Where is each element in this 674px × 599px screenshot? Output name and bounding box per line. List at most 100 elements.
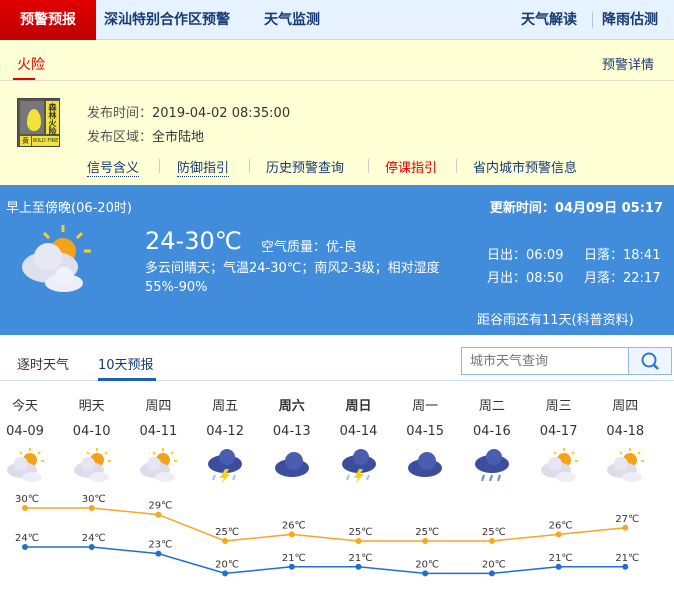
tab-hourly[interactable]: 逐时天气 [17, 358, 70, 373]
low-temp-label: 21℃ [282, 553, 306, 564]
search-icon [641, 352, 659, 370]
rain-icon [472, 447, 512, 483]
forecast-date: 04-18 [606, 424, 645, 439]
high-temp-label: 26℃ [549, 520, 573, 531]
alert-panel: 火险 预警详情 森林火险 黄 WILD FIRE 发布时间：2019-04-02… [0, 40, 674, 185]
badge-text: 森林火险 [46, 101, 59, 136]
high-temp-point [222, 538, 229, 544]
sunset: 日落：18:41 [584, 248, 661, 263]
city-search [461, 347, 672, 375]
low-temp-label: 20℃ [415, 559, 439, 570]
thunderstorm-icon [339, 447, 379, 484]
low-temp-label: 21℃ [615, 553, 639, 564]
forecast-day-label: 周五 [212, 399, 239, 414]
forecast-date: 04-09 [6, 424, 44, 439]
forecast-day-label: 周三 [545, 399, 572, 414]
partly-cloudy-icon [138, 447, 178, 483]
link-defense-guide[interactable]: 防御指引 [177, 157, 230, 177]
ten-day-forecast: 今天 04-09 明天 04-10 周四 04-11 周五 04-12 周六 04-13 周日 04-… [0, 381, 674, 599]
weather-description: 多云间晴天；气温24-30℃；南风2-3级；相对湿度55%-90% [145, 261, 440, 295]
nav-warning-forecast[interactable]: 预警预报 [0, 0, 96, 40]
temperature-range: 24-30℃ [145, 227, 242, 255]
forecast-day-label: 明天 [78, 399, 105, 414]
moonset: 月落：22:17 [584, 271, 661, 286]
badge-level: 黄 [20, 136, 31, 146]
nav-shenshan-warning[interactable]: 深汕特别合作区预警 [104, 12, 230, 28]
solar-term-link[interactable]: 距谷雨还有11天(科普资料) [477, 313, 634, 328]
high-temp-label: 27℃ [615, 514, 639, 525]
low-temp-point [422, 570, 429, 577]
low-temp-point [22, 544, 28, 550]
forecast-day-label: 周日 [345, 399, 372, 414]
air-quality: 空气质量：优-良 [261, 240, 357, 255]
low-temp-point [88, 544, 95, 550]
low-temp-point [488, 570, 495, 577]
forecast-date: 04-13 [272, 424, 311, 439]
fire-warning-badge-icon: 森林火险 黄 WILD FIRE [17, 98, 60, 147]
search-button[interactable] [628, 348, 671, 374]
forecast-day-label: 周四 [145, 399, 172, 414]
high-temp-label: 30℃ [82, 494, 106, 505]
forecast-day-label: 周四 [612, 399, 639, 414]
link-signal-meaning[interactable]: 信号含义 [87, 157, 140, 177]
high-temp-label: 25℃ [415, 527, 439, 538]
city-search-input[interactable] [470, 354, 620, 369]
high-temp-label: 25℃ [215, 527, 239, 538]
issue-time: 发布时间：2019-04-02 08:35:00 [87, 106, 291, 121]
high-temp-point [88, 505, 95, 511]
forecast-date: 04-16 [473, 424, 511, 439]
low-temp-label: 21℃ [349, 553, 373, 564]
high-temp-label: 25℃ [482, 527, 506, 538]
forecast-date: 04-10 [72, 424, 111, 439]
forecast-tabs: 逐时天气 10天预报 [0, 335, 674, 381]
low-temp-point [355, 563, 362, 570]
forecast-day-label: 周二 [478, 399, 505, 414]
low-temp-label: 20℃ [215, 559, 239, 570]
divider [0, 80, 674, 81]
low-temp-point [288, 563, 295, 570]
nav-divider [592, 12, 593, 28]
cloudy-icon [405, 447, 445, 483]
high-temp-label: 26℃ [282, 520, 306, 531]
nav-rain-estimate[interactable]: 降雨估测 [602, 12, 658, 28]
tab-fire-risk[interactable]: 火险 [17, 57, 45, 73]
partly-cloudy-icon [605, 447, 645, 483]
nav-weather-interpret[interactable]: 天气解读 [521, 12, 577, 28]
tab-underline [98, 378, 156, 381]
high-temp-point [555, 531, 562, 538]
tab-10-day[interactable]: 10天预报 [98, 358, 154, 373]
top-nav: 预警预报 深汕特别合作区预警 天气监测 天气解读 降雨估测 [0, 0, 674, 40]
cloudy-icon [272, 447, 312, 483]
sunrise: 日出：06:09 [487, 248, 564, 263]
link-history[interactable]: 历史预警查询 [266, 161, 345, 176]
partly-cloudy-icon [72, 447, 112, 483]
forecast-date: 04-14 [339, 424, 378, 439]
high-temp-point [155, 511, 162, 518]
nav-weather-monitor[interactable]: 天气监测 [264, 12, 320, 28]
low-temp-label: 24℃ [15, 533, 39, 544]
high-temp-point [422, 538, 429, 544]
high-temp-point [355, 538, 362, 544]
low-temp-line [25, 546, 626, 575]
low-temp-label: 24℃ [82, 533, 106, 544]
period: 早上至傍晚(06-20时) [6, 201, 132, 216]
high-temp-label: 25℃ [349, 527, 373, 538]
forecast-day-label: 今天 [11, 399, 38, 414]
moonrise: 月出：08:50 [487, 271, 564, 286]
low-temp-label: 20℃ [482, 559, 506, 570]
link-class-suspension[interactable]: 停课指引 [385, 161, 438, 176]
forecast-date: 04-17 [539, 424, 578, 439]
forecast-day-label: 周一 [412, 399, 439, 414]
alert-detail-link[interactable]: 预警详情 [601, 58, 654, 73]
high-temp-point [288, 531, 295, 538]
high-temp-point [22, 505, 28, 511]
tab-underline [13, 78, 35, 80]
link-province-warnings[interactable]: 省内城市预警信息 [473, 161, 578, 176]
high-temp-point [622, 524, 629, 531]
badge-english: WILD FIRE [32, 136, 59, 146]
issue-area: 发布区域：全市陆地 [87, 130, 205, 145]
update-time: 更新时间：04月09日 05:17 [489, 201, 663, 216]
forecast-date: 04-11 [139, 424, 178, 439]
forecast-date: 04-12 [206, 424, 244, 439]
low-temp-label: 21℃ [549, 553, 573, 564]
